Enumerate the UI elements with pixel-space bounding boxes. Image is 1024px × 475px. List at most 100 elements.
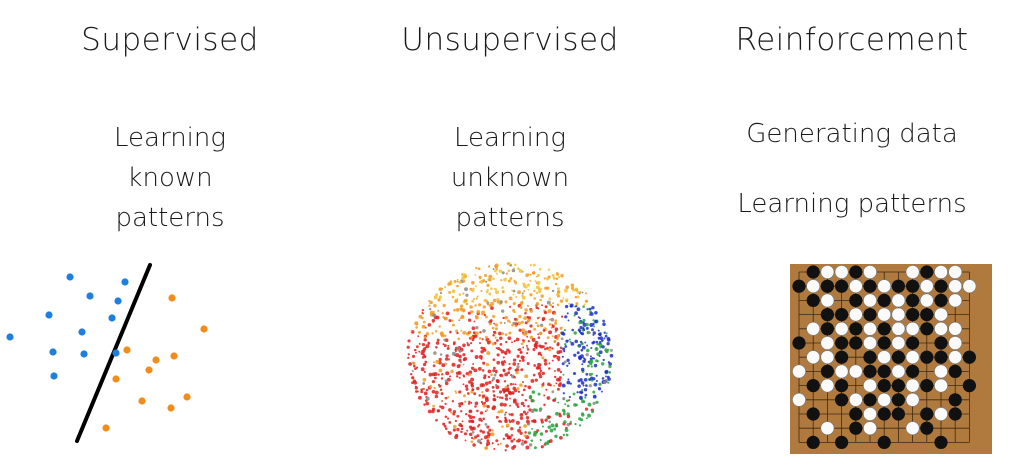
cluster-point xyxy=(472,287,475,290)
white-stone xyxy=(905,321,920,336)
cluster-point xyxy=(591,410,595,414)
cluster-point xyxy=(458,376,461,379)
cluster-point xyxy=(596,342,599,346)
white-stone xyxy=(848,392,863,407)
cluster-point xyxy=(484,381,489,386)
cluster-point xyxy=(544,429,548,433)
cluster-point xyxy=(512,308,516,312)
cluster-point xyxy=(451,362,456,367)
cluster-point xyxy=(574,287,578,291)
cluster-point xyxy=(493,395,496,398)
cluster-point xyxy=(519,413,524,417)
cluster-point xyxy=(551,305,554,308)
cluster-point xyxy=(423,391,428,396)
class-b-point xyxy=(152,356,160,364)
white-stone xyxy=(820,293,835,308)
cluster-point xyxy=(559,327,563,330)
class-a-point xyxy=(45,311,53,319)
class-a-point xyxy=(80,350,88,358)
cluster-point xyxy=(512,293,515,296)
cluster-point xyxy=(456,346,461,351)
cluster-point xyxy=(466,343,470,347)
cluster-point xyxy=(524,308,528,312)
cluster-point xyxy=(421,308,425,312)
cluster-point xyxy=(492,314,496,318)
cluster-point xyxy=(427,323,432,327)
cluster-point xyxy=(584,341,587,344)
cluster-point xyxy=(468,432,473,437)
cluster-point xyxy=(504,386,508,389)
cluster-point xyxy=(559,370,563,374)
cluster-point xyxy=(591,357,594,360)
cluster-point xyxy=(540,418,544,422)
cluster-point xyxy=(530,439,534,442)
cluster-point xyxy=(436,338,440,342)
cluster-point xyxy=(421,349,424,352)
cluster-point xyxy=(494,287,497,291)
cluster-point xyxy=(417,395,422,400)
cluster-point xyxy=(511,341,513,344)
cluster-point xyxy=(421,312,424,315)
cluster-point xyxy=(556,292,560,297)
cluster-point xyxy=(474,405,477,408)
cluster-point xyxy=(570,283,575,288)
white-stone xyxy=(820,350,835,365)
cluster-point xyxy=(473,297,476,300)
cluster-point xyxy=(580,381,585,385)
white-stone xyxy=(863,293,877,308)
cluster-point xyxy=(589,312,594,316)
cluster-point xyxy=(495,415,499,419)
cluster-point xyxy=(431,379,436,384)
white-stone xyxy=(877,279,892,294)
cluster-point xyxy=(438,287,443,292)
class-b-point xyxy=(183,393,191,401)
cluster-point xyxy=(422,387,425,390)
cluster-point xyxy=(589,355,592,358)
cluster-point xyxy=(519,301,524,305)
cluster-point xyxy=(567,319,570,322)
cluster-point xyxy=(560,273,564,278)
cluster-point xyxy=(578,424,582,427)
cluster-point xyxy=(534,340,539,345)
cluster-point xyxy=(492,268,495,270)
cluster-point xyxy=(562,412,566,416)
cluster-point xyxy=(543,311,548,315)
cluster-point xyxy=(451,351,456,356)
cluster-point xyxy=(530,378,535,383)
cluster-point xyxy=(581,363,584,366)
cluster-point xyxy=(499,343,503,346)
cluster-point xyxy=(533,364,537,367)
cluster-point xyxy=(411,370,414,373)
cluster-point xyxy=(492,390,495,393)
cluster-point xyxy=(423,335,427,339)
cluster-point xyxy=(478,337,482,340)
white-stone xyxy=(806,321,821,336)
cluster-point xyxy=(533,446,537,450)
cluster-point xyxy=(511,289,514,292)
cluster-point xyxy=(508,435,512,440)
cluster-point xyxy=(576,307,581,312)
cluster-point xyxy=(504,361,507,364)
cluster-point xyxy=(443,422,446,425)
cluster-point xyxy=(554,424,558,428)
cluster-point xyxy=(548,362,551,365)
cluster-point xyxy=(479,383,484,388)
cluster-point xyxy=(433,295,438,300)
cluster-point xyxy=(536,280,541,285)
class-a-point xyxy=(112,349,120,357)
cluster-point xyxy=(517,390,521,393)
cluster-point xyxy=(604,334,608,338)
cluster-point xyxy=(447,344,450,347)
cluster-point xyxy=(514,383,517,386)
cluster-point xyxy=(448,408,452,412)
cluster-point xyxy=(486,404,490,409)
cluster-point xyxy=(491,385,495,389)
cluster-point xyxy=(520,355,525,360)
black-stone xyxy=(891,379,905,393)
cluster-point xyxy=(482,329,486,333)
cluster-point xyxy=(531,419,534,423)
cluster-point xyxy=(526,362,530,365)
cluster-point xyxy=(547,415,551,419)
cluster-point xyxy=(490,287,493,290)
cluster-point xyxy=(547,425,551,430)
